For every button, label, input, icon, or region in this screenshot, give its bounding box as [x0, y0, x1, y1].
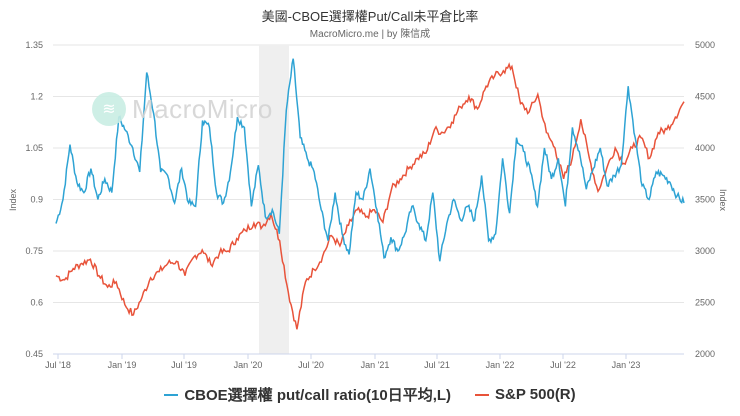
- right-tick-label: 3000: [695, 246, 715, 256]
- left-axis-title: Index: [8, 188, 18, 211]
- x-tick-label: Jan '23: [612, 360, 641, 370]
- x-tick-label: Jul '22: [550, 360, 576, 370]
- x-tick-label: Jan '22: [486, 360, 515, 370]
- right-axis-title: Index: [718, 189, 728, 212]
- right-tick-label: 2500: [695, 298, 715, 308]
- recession-shading: [259, 45, 289, 354]
- left-axis-ticks: 0.45 0.6 0.75 0.9 1.05 1.2 1.35: [25, 40, 43, 359]
- legend-label-sp500: S&P 500(R): [495, 386, 576, 403]
- legend-label-putcall: CBOE選擇權 put/call ratio(10日平均,L): [184, 387, 452, 404]
- x-tick-label: Jul '20: [298, 360, 324, 370]
- x-tick-label: Jan '21: [361, 360, 390, 370]
- macromicro-logo-icon: ≋: [92, 92, 126, 126]
- left-tick-label: 0.9: [30, 195, 43, 205]
- x-tick-label: Jul '21: [424, 360, 450, 370]
- sp500-line[interactable]: [55, 62, 685, 330]
- watermark-text: MacroMicro: [132, 93, 273, 124]
- left-tick-label: 0.45: [25, 349, 43, 359]
- legend-item-putcall[interactable]: CBOE選擇權 put/call ratio(10日平均,L): [164, 384, 451, 405]
- right-tick-label: 2000: [695, 349, 715, 359]
- chart-title: 美國-CBOE選擇權Put/Call未平倉比率: [261, 9, 479, 24]
- legend-swatch-red-icon: [475, 393, 490, 396]
- right-tick-label: 3500: [695, 195, 715, 205]
- x-tick-label: Jul '18: [45, 360, 71, 370]
- legend: CBOE選擇權 put/call ratio(10日平均,L) S&P 500(…: [0, 384, 740, 405]
- right-tick-label: 4500: [695, 92, 715, 102]
- putcall-ratio-line[interactable]: [55, 58, 685, 262]
- x-tick-label: Jan '19: [108, 360, 137, 370]
- x-tick-label: Jul '19: [171, 360, 197, 370]
- right-tick-label: 5000: [695, 40, 715, 50]
- left-tick-label: 1.2: [30, 92, 43, 102]
- right-tick-label: 4000: [695, 143, 715, 153]
- x-axis: Jul '18 Jan '19 Jul '19 Jan '20 Jul '20 Jan '…: [45, 353, 684, 370]
- left-tick-label: 0.6: [30, 298, 43, 308]
- right-axis-ticks: 2000 2500 3000 3500 4000 4500 5000: [695, 40, 715, 359]
- left-tick-label: 1.35: [25, 40, 43, 50]
- watermark: ≋ MacroMicro: [92, 92, 273, 126]
- left-tick-label: 1.05: [25, 143, 43, 153]
- legend-swatch-blue-icon: [164, 393, 179, 396]
- x-tick-label: Jan '20: [234, 360, 263, 370]
- legend-item-sp500[interactable]: S&P 500(R): [475, 386, 576, 403]
- left-tick-label: 0.75: [25, 246, 43, 256]
- chart-subtitle: MacroMicro.me | by 陳信成: [309, 29, 431, 40]
